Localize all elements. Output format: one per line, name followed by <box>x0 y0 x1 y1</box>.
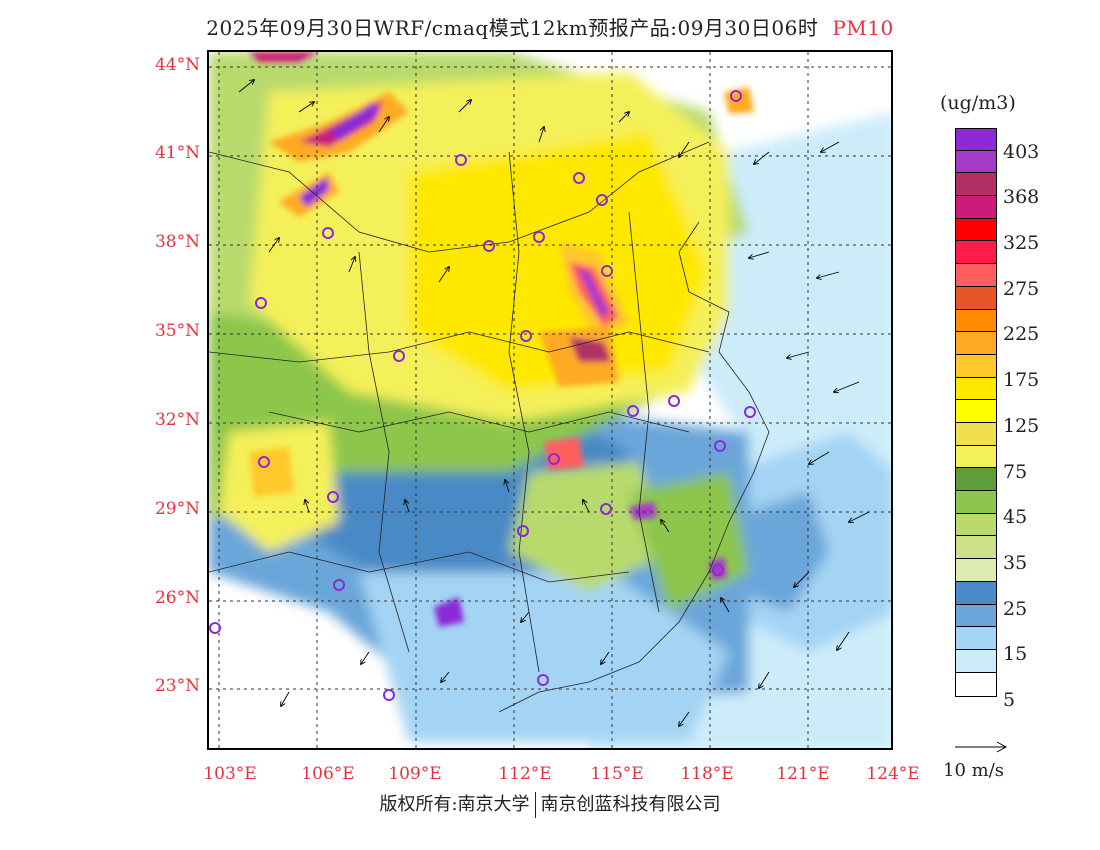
lon-label: 106°E <box>301 764 355 784</box>
color-swatch <box>956 423 996 446</box>
hotspots <box>249 52 754 627</box>
legend-label: 368 <box>1003 186 1040 208</box>
legend-label: 175 <box>1003 369 1040 391</box>
legend-unit: (ug/m3) <box>940 92 1016 114</box>
color-swatch <box>956 378 996 400</box>
lon-label: 103°E <box>203 764 257 784</box>
lon-label: 118°E <box>680 764 734 784</box>
legend-label: 5 <box>1003 689 1016 711</box>
city-markers <box>209 90 756 701</box>
lat-label: 26°N <box>154 588 200 608</box>
lat-label: 23°N <box>154 676 200 696</box>
color-swatch <box>956 673 996 696</box>
wind-vectors <box>238 80 870 726</box>
legend-label: 403 <box>1003 141 1040 163</box>
wind-scale-label: 10 m/s <box>943 760 1004 781</box>
color-swatch <box>956 582 996 605</box>
color-swatch <box>956 219 996 241</box>
lat-label: 41°N <box>154 143 200 163</box>
lat-label: 44°N <box>154 55 200 75</box>
color-swatch <box>956 264 996 287</box>
lat-label: 32°N <box>154 410 200 430</box>
legend-label: 125 <box>1003 415 1040 437</box>
color-swatch <box>956 173 996 196</box>
lon-label: 112°E <box>498 764 552 784</box>
color-swatch <box>956 129 996 151</box>
lon-label: 124°E <box>866 764 920 784</box>
color-swatch <box>956 514 996 536</box>
color-swatch <box>956 310 996 332</box>
color-swatch <box>956 151 996 173</box>
lon-label: 121°E <box>776 764 830 784</box>
lat-label: 38°N <box>154 232 200 252</box>
color-swatch <box>956 650 996 673</box>
color-swatch <box>956 605 996 627</box>
color-swatch <box>956 446 996 468</box>
color-swatch <box>956 400 996 423</box>
color-swatch <box>956 468 996 491</box>
legend-label: 35 <box>1003 552 1028 574</box>
color-swatch <box>956 355 996 378</box>
legend-label: 75 <box>1003 461 1028 483</box>
boundaries <box>209 141 770 713</box>
pollutant-label: PM10 <box>832 16 894 40</box>
legend-label: 25 <box>1003 598 1028 620</box>
copyright-company: 南京创蓝科技有限公司 <box>540 794 721 815</box>
copyright-separator <box>534 792 536 818</box>
wind-scale-arrow <box>955 741 1008 753</box>
legend-label: 325 <box>1003 232 1040 254</box>
color-swatch <box>956 536 996 559</box>
map-title: 2025年09月30日WRF/cmaq模式12km预报产品:09月30日06时 P… <box>0 12 1100 41</box>
legend-label: 225 <box>1003 323 1040 345</box>
lat-label: 29°N <box>154 499 200 519</box>
color-swatch <box>956 287 996 310</box>
copyright-owner: 版权所有:南京大学 <box>379 794 530 815</box>
color-swatch <box>956 559 996 582</box>
lon-label: 115°E <box>590 764 644 784</box>
lat-label: 35°N <box>154 321 200 341</box>
lon-label: 109°E <box>388 764 442 784</box>
copyright: 版权所有:南京大学 南京创蓝科技有限公司 <box>0 790 1100 818</box>
graticule <box>209 52 891 748</box>
color-swatch <box>956 196 996 219</box>
color-swatch <box>956 491 996 514</box>
pm10-map[interactable] <box>207 50 893 750</box>
legend-label: 15 <box>1003 643 1028 665</box>
legend-label: 45 <box>1003 506 1028 528</box>
color-bar <box>955 128 997 697</box>
legend-label: 275 <box>1003 278 1040 300</box>
title-text: 2025年09月30日WRF/cmaq模式12km预报产品:09月30日06时 <box>206 16 819 40</box>
color-swatch <box>956 241 996 264</box>
map-svg <box>209 52 891 748</box>
color-swatch <box>956 627 996 650</box>
color-swatch <box>956 332 996 355</box>
